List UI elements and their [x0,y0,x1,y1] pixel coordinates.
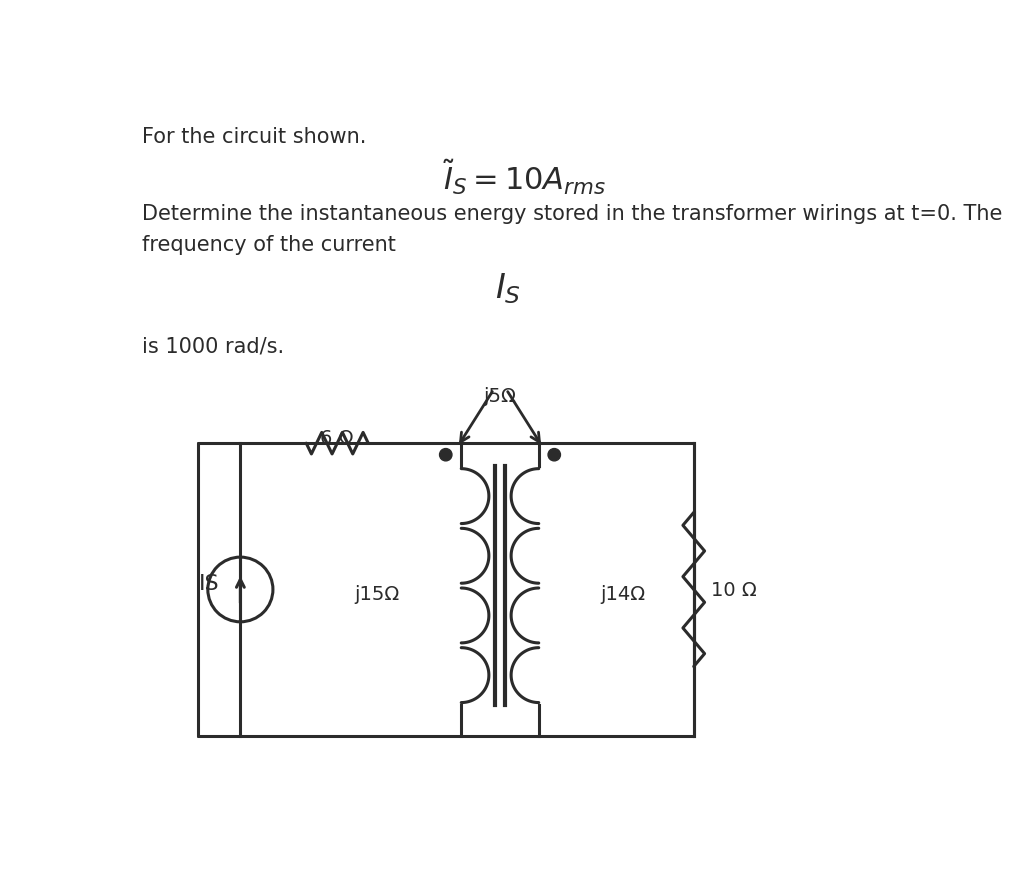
Text: j5Ω: j5Ω [483,386,516,405]
Text: j14Ω: j14Ω [601,584,646,603]
Text: For the circuit shown.: For the circuit shown. [142,127,367,146]
Text: $I_S$: $I_S$ [495,271,521,305]
Text: j15Ω: j15Ω [354,584,399,603]
Circle shape [439,449,452,461]
Text: frequency of the current: frequency of the current [142,234,396,254]
Text: 10 Ω: 10 Ω [711,581,757,599]
Text: is 1000 rad/s.: is 1000 rad/s. [142,336,284,356]
Text: IS: IS [200,574,220,594]
Text: Determine the instantaneous energy stored in the transformer wirings at t=0. The: Determine the instantaneous energy store… [142,203,1002,224]
Text: $\tilde{I}_S = 10A_{rms}$: $\tilde{I}_S = 10A_{rms}$ [443,158,606,196]
Text: 6 Ω: 6 Ω [321,428,354,447]
Circle shape [548,449,560,461]
